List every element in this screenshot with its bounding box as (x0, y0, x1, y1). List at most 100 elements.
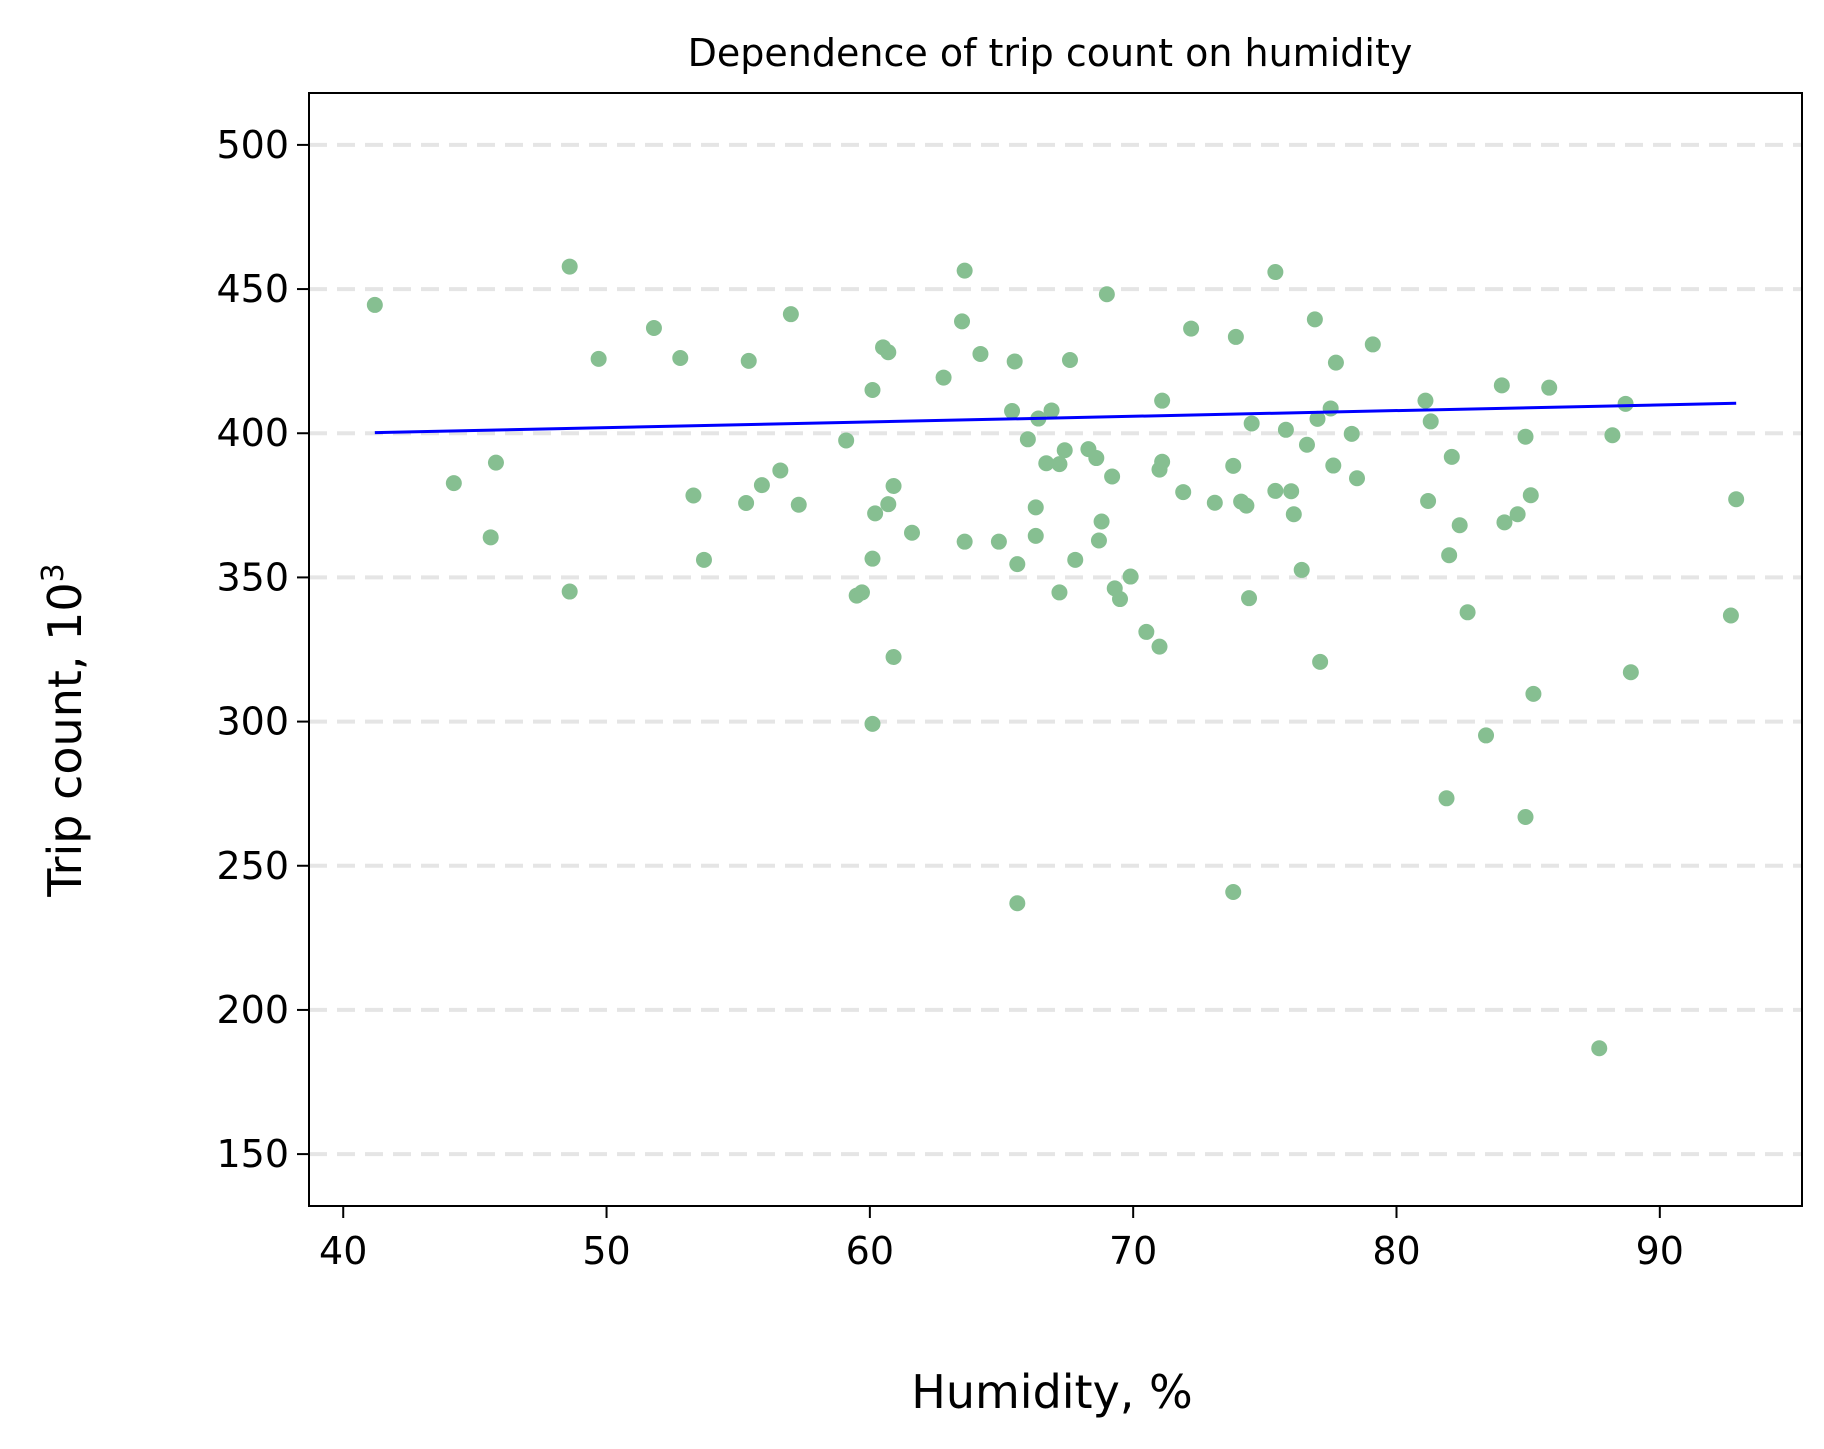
x-tick-label: 90 (1636, 1229, 1684, 1273)
scatter-point (1525, 685, 1542, 702)
scatter-point (1225, 883, 1242, 900)
scatter-point (838, 432, 855, 449)
scatter-point (1175, 484, 1192, 501)
scatter-point (487, 454, 504, 471)
scatter-point (1088, 450, 1105, 467)
scatter-point (366, 296, 383, 313)
scatter-point (990, 533, 1007, 550)
scatter-point (590, 350, 607, 367)
scatter-point (1509, 506, 1526, 523)
scatter-point (885, 648, 902, 665)
scatter-point (561, 583, 578, 600)
scatter-point (1038, 455, 1055, 472)
x-tick-label: 50 (582, 1229, 630, 1273)
y-tick-label: 500 (216, 123, 289, 167)
scatter-point (972, 345, 989, 362)
scatter-point (1051, 456, 1068, 473)
scatter-point (1459, 604, 1476, 621)
scatter-point (880, 344, 897, 361)
scatter-point (1043, 402, 1060, 419)
scatter-point (864, 715, 881, 732)
scatter-point (956, 533, 973, 550)
scatter-point (1306, 311, 1323, 328)
scatter-point (1267, 482, 1284, 499)
scatter-point (864, 381, 881, 398)
scatter-point (1227, 328, 1244, 345)
scatter-point (1722, 607, 1739, 624)
scatter-point (1364, 336, 1381, 353)
y-tick-label: 350 (216, 555, 289, 599)
scatter-point (645, 319, 662, 336)
scatter-point (1441, 547, 1458, 564)
scatter-point (1617, 395, 1634, 412)
y-tick-label: 200 (216, 988, 289, 1032)
scatter-point (1225, 457, 1242, 474)
y-axis-ticks: 150 200 250 300 350 400 450 500 (216, 123, 309, 1176)
scatter-point (864, 550, 881, 567)
scatter-point (782, 306, 799, 323)
scatter-point (1298, 436, 1315, 453)
scatter-point (1267, 264, 1284, 281)
scatter-point (1604, 427, 1621, 444)
chart-title: Dependence of trip count on humidity (688, 31, 1413, 75)
y-tick-label: 150 (216, 1132, 289, 1176)
x-axis-label: Humidity, % (911, 1365, 1193, 1419)
scatter-point (1443, 448, 1460, 465)
scatter-point (1243, 415, 1260, 432)
scatter-point (1522, 487, 1539, 504)
scatter-point (1183, 320, 1200, 337)
x-tick-label: 80 (1372, 1229, 1420, 1273)
scatter-point (1728, 491, 1745, 508)
scatter-point (1417, 392, 1434, 409)
trend-line (374, 401, 1737, 435)
scatter-point (867, 505, 884, 522)
scatter-point (672, 349, 689, 366)
trend-line-group (374, 401, 1737, 435)
scatter-point (1541, 379, 1558, 396)
scatter-point (1154, 453, 1171, 470)
scatter-point (1138, 623, 1155, 640)
scatter-point (853, 584, 870, 601)
scatter-point (885, 478, 902, 495)
scatter-point (1104, 468, 1121, 485)
scatter-point (1591, 1040, 1608, 1057)
scatter-point (1517, 809, 1534, 826)
scatter-point (1151, 638, 1168, 655)
scatter-point (1348, 470, 1365, 487)
scatter-point (695, 551, 712, 568)
scatter-point (685, 487, 702, 504)
scatter-point (738, 495, 755, 512)
scatter-point (1098, 286, 1115, 303)
y-tick-label: 400 (216, 411, 289, 455)
scatter-point (1309, 410, 1326, 427)
scatter-point (1154, 392, 1171, 409)
scatter-point (935, 369, 952, 386)
scatter-point (1420, 493, 1437, 510)
y-tick-label: 300 (216, 700, 289, 744)
scatter-point (1312, 653, 1329, 670)
scatter-point (790, 496, 807, 513)
y-axis-label-exponent: 3 (36, 563, 71, 582)
scatter-point (1027, 527, 1044, 544)
scatter-point (772, 462, 789, 479)
scatter-point (1517, 428, 1534, 445)
scatter-point (1478, 727, 1495, 744)
scatter-point (561, 258, 578, 275)
scatter-point (1051, 584, 1068, 601)
scatter-points (366, 258, 1745, 1057)
scatter-point (1496, 514, 1513, 531)
scatter-point (1285, 506, 1302, 523)
scatter-point (1622, 664, 1639, 681)
scatter-point (1004, 403, 1021, 420)
scatter-point (1238, 497, 1255, 514)
scatter-point (1325, 457, 1342, 474)
scatter-point (1009, 895, 1026, 912)
scatter-point (1009, 556, 1026, 573)
scatter-point (1451, 517, 1468, 534)
x-tick-label: 60 (846, 1229, 894, 1273)
scatter-point (1241, 590, 1258, 607)
y-axis-label: Trip count, 103 (36, 563, 92, 898)
scatter-point (1327, 354, 1344, 371)
y-tick-label: 450 (216, 267, 289, 311)
